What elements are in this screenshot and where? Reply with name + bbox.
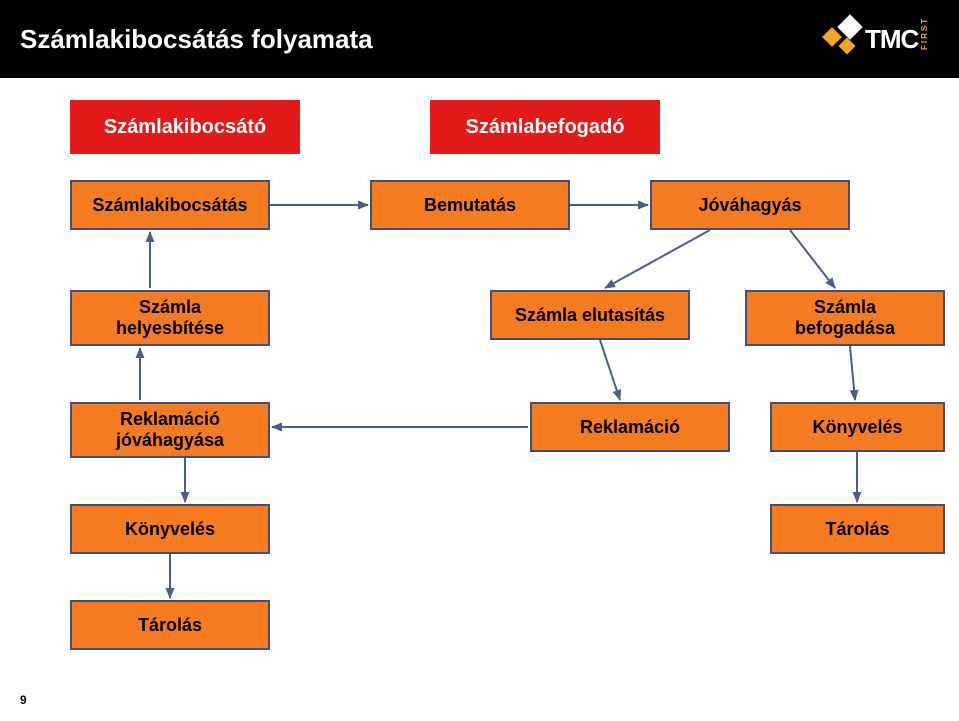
storage-right-box: Tárolás <box>770 504 945 554</box>
slide-title: Számlakibocsátás folyamata <box>20 24 373 55</box>
issue-label: Számlakibocsátás <box>92 195 247 216</box>
storage-left-box: Tárolás <box>70 600 270 650</box>
reject-label: Számla elutasítás <box>515 305 665 326</box>
accept-label-l1: Számla <box>814 297 876 317</box>
complaint-box: Reklamáció <box>530 402 730 452</box>
correct-box: Számla helyesbítése <box>70 290 270 346</box>
svg-text:FIRST: FIRST <box>920 17 929 50</box>
present-box: Bemutatás <box>370 180 570 230</box>
complaint-label: Reklamáció <box>580 417 680 438</box>
storage-left-label: Tárolás <box>138 615 202 636</box>
approve-label: Jóváhagyás <box>698 195 801 216</box>
accept-label: Számla befogadása <box>795 297 895 338</box>
issue-box: Számlakibocsátás <box>70 180 270 230</box>
svg-text:TMC: TMC <box>865 24 920 54</box>
slide-number: 9 <box>20 693 27 707</box>
bookkeeping-left-box: Könyvelés <box>70 504 270 554</box>
role-receiver-label: Számlabefogadó <box>466 116 625 139</box>
complaint-approve-label: Reklamáció jóváhagyása <box>116 409 224 450</box>
role-issuer-box: Számlakibocsátó <box>70 100 300 154</box>
complaint-approve-box: Reklamáció jóváhagyása <box>70 402 270 458</box>
reject-box: Számla elutasítás <box>490 290 690 340</box>
bookkeeping-right-label: Könyvelés <box>812 417 902 438</box>
storage-right-label: Tárolás <box>825 519 889 540</box>
tmc-first-logo: TMC FIRST <box>815 14 935 68</box>
present-label: Bemutatás <box>424 195 516 216</box>
bookkeeping-right-box: Könyvelés <box>770 402 945 452</box>
accept-label-l2: befogadása <box>795 318 895 338</box>
approve-box: Jóváhagyás <box>650 180 850 230</box>
correct-label: Számla helyesbítése <box>116 297 224 338</box>
compl-appr-l2: jóváhagyása <box>116 430 224 450</box>
bookkeeping-left-label: Könyvelés <box>125 519 215 540</box>
role-issuer-label: Számlakibocsátó <box>104 116 266 139</box>
compl-appr-l1: Reklamáció <box>120 409 220 429</box>
role-receiver-box: Számlabefogadó <box>430 100 660 154</box>
accept-box: Számla befogadása <box>745 290 945 346</box>
correct-label-l2: helyesbítése <box>116 318 224 338</box>
correct-label-l1: Számla <box>139 297 201 317</box>
